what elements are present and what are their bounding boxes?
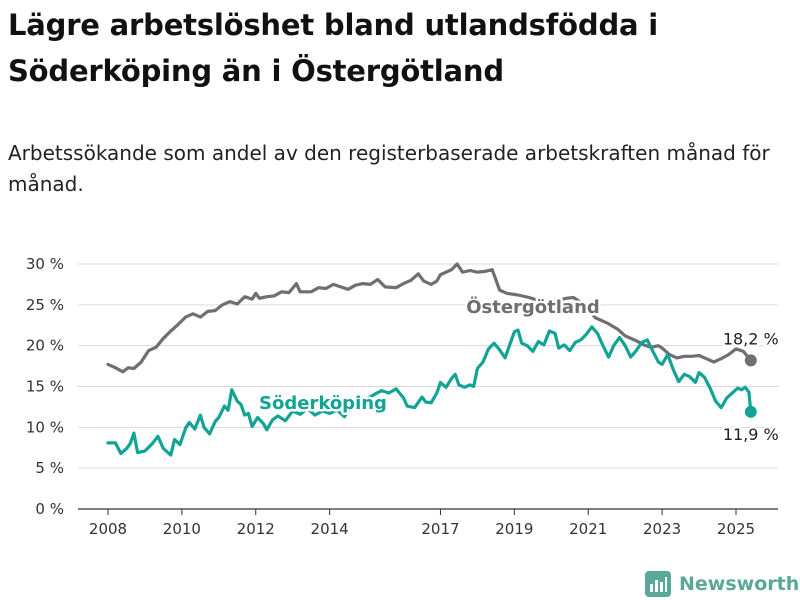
series-labels: Östergötland Söderköping 18,2 % 11,9 % (257, 294, 781, 446)
series-end-point (744, 354, 757, 367)
series-end-point (744, 405, 757, 418)
x-axis: 2008 2010 2012 2014 2017 2019 2021 2023 2025 (89, 509, 755, 538)
x-tick-label: 2025 (717, 520, 755, 538)
brand-name: Newsworthy (679, 573, 800, 595)
series-line (106, 325, 753, 457)
x-tick-label: 2023 (643, 520, 681, 538)
x-tick-label: 2008 (89, 520, 127, 538)
chart-subtitle: Arbetssökande som andel av den registerb… (8, 141, 770, 196)
series-name-label: Söderköping (259, 393, 387, 414)
gridlines (78, 263, 778, 510)
y-tick-label: 20 % (26, 337, 64, 355)
series-name-label: Östergötland (466, 296, 600, 318)
y-tick-label: 25 % (26, 296, 64, 314)
series-line (106, 262, 753, 374)
newsworthy-logo[interactable]: Newsworthy (645, 568, 800, 600)
y-tick-label: 10 % (26, 418, 64, 436)
x-tick-label: 2010 (163, 520, 201, 538)
end-value-label: 11,9 % (723, 425, 779, 444)
x-tick-label: 2021 (569, 520, 607, 538)
y-tick-label: 15 % (26, 378, 64, 396)
chart-title: Lägre arbetslöshet bland utlandsfödda i … (8, 8, 659, 88)
series-lines (106, 262, 757, 457)
y-tick-label: 0 % (35, 500, 64, 518)
end-value-label: 18,2 % (723, 329, 779, 348)
bar-chart-icon (645, 571, 671, 597)
x-tick-label: 2017 (421, 520, 459, 538)
y-tick-label: 5 % (35, 459, 64, 477)
y-axis-ticks: 0 % 5 % 10 % 15 % 20 % 25 % 30 % (26, 255, 64, 518)
x-tick-label: 2019 (495, 520, 533, 538)
x-tick-label: 2014 (311, 520, 349, 538)
x-tick-label: 2012 (237, 520, 275, 538)
y-tick-label: 30 % (26, 255, 64, 273)
